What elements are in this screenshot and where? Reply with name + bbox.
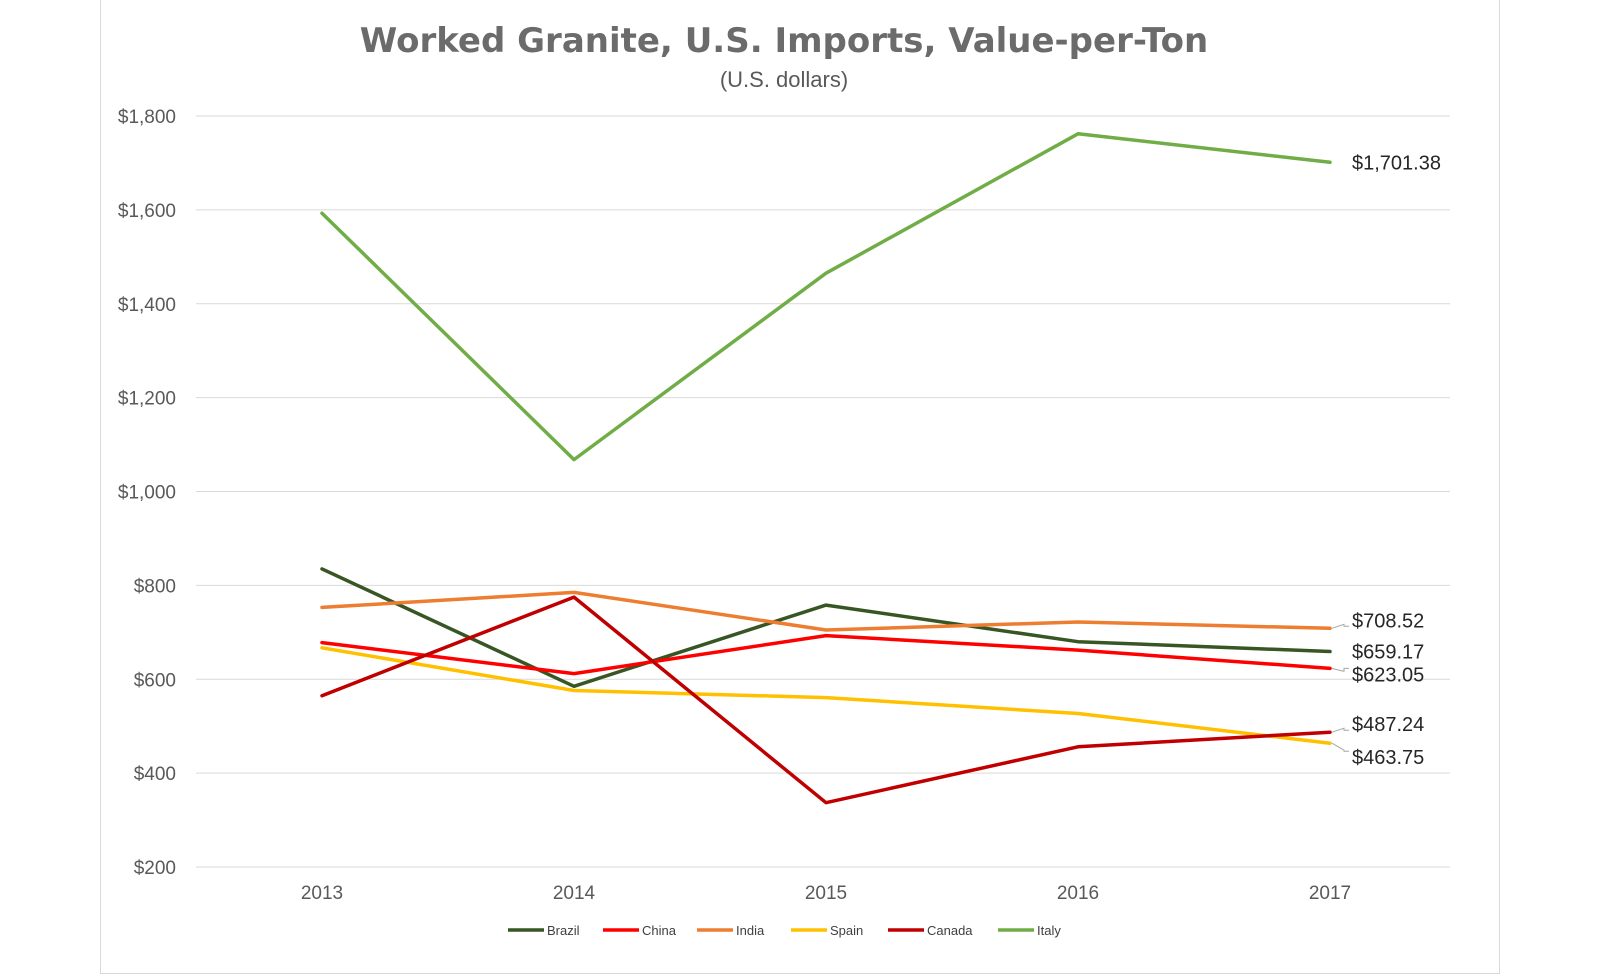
- y-tick-label: $800: [134, 576, 176, 597]
- series-line-spain: [320, 646, 1332, 745]
- gridlines: [196, 115, 1450, 868]
- label-leader: [1331, 623, 1349, 629]
- end-label-canada: $487.24: [1352, 714, 1424, 736]
- y-tick-label: $1,800: [118, 107, 176, 128]
- x-tick-label: 2013: [301, 883, 343, 904]
- y-tick-label: $1,000: [118, 483, 176, 504]
- x-axis-ticks: 2013 2014 2015 2016 2017: [301, 883, 1351, 904]
- y-tick-label: $400: [134, 764, 176, 785]
- series-line-brazil: [320, 567, 1332, 689]
- chart-frame: [100, 0, 1500, 974]
- end-label-brazil: $659.17: [1352, 641, 1424, 663]
- y-tick-label: $1,400: [118, 295, 176, 316]
- legend-label-canada: Canada: [927, 923, 973, 938]
- label-leader: [1331, 667, 1349, 673]
- legend-label-italy: Italy: [1037, 923, 1061, 938]
- x-tick-label: 2015: [805, 883, 847, 904]
- series-line-italy: [320, 132, 1332, 462]
- chart-subtitle: (U.S. dollars): [720, 67, 848, 92]
- y-tick-label: $600: [134, 670, 176, 691]
- series-line-india: [320, 590, 1332, 632]
- end-label-italy: $1,701.38: [1352, 152, 1441, 174]
- label-leader: [1331, 742, 1349, 752]
- end-label-china: $623.05: [1352, 664, 1424, 686]
- x-tick-label: 2016: [1057, 883, 1099, 904]
- series-lines: [320, 132, 1332, 805]
- y-tick-label: $1,600: [118, 201, 176, 222]
- legend-label-brazil: Brazil: [547, 923, 580, 938]
- y-axis-ticks: $200 $400 $600 $800 $1,000 $1,200 $1,400 $1,600…: [118, 107, 176, 879]
- series-line-china: [320, 633, 1332, 676]
- end-label-india: $708.52: [1352, 610, 1424, 632]
- legend: Brazil China India Spain Canada Italy: [508, 923, 1061, 938]
- x-tick-label: 2017: [1309, 883, 1351, 904]
- series-line-canada: [320, 595, 1332, 805]
- label-leader: [1331, 727, 1349, 733]
- chart-title: Worked Granite, U.S. Imports, Value-per-…: [360, 21, 1208, 61]
- legend-label-spain: Spain: [830, 923, 863, 938]
- end-label-spain: $463.75: [1352, 747, 1424, 769]
- y-tick-label: $1,200: [118, 389, 176, 410]
- legend-label-china: China: [642, 923, 677, 938]
- legend-label-india: India: [736, 923, 765, 938]
- end-labels: $659.17$623.05 $708.52 $463.75 $487.24 $1,70…: [1331, 152, 1441, 769]
- y-tick-label: $200: [134, 858, 176, 879]
- x-tick-label: 2014: [553, 883, 596, 904]
